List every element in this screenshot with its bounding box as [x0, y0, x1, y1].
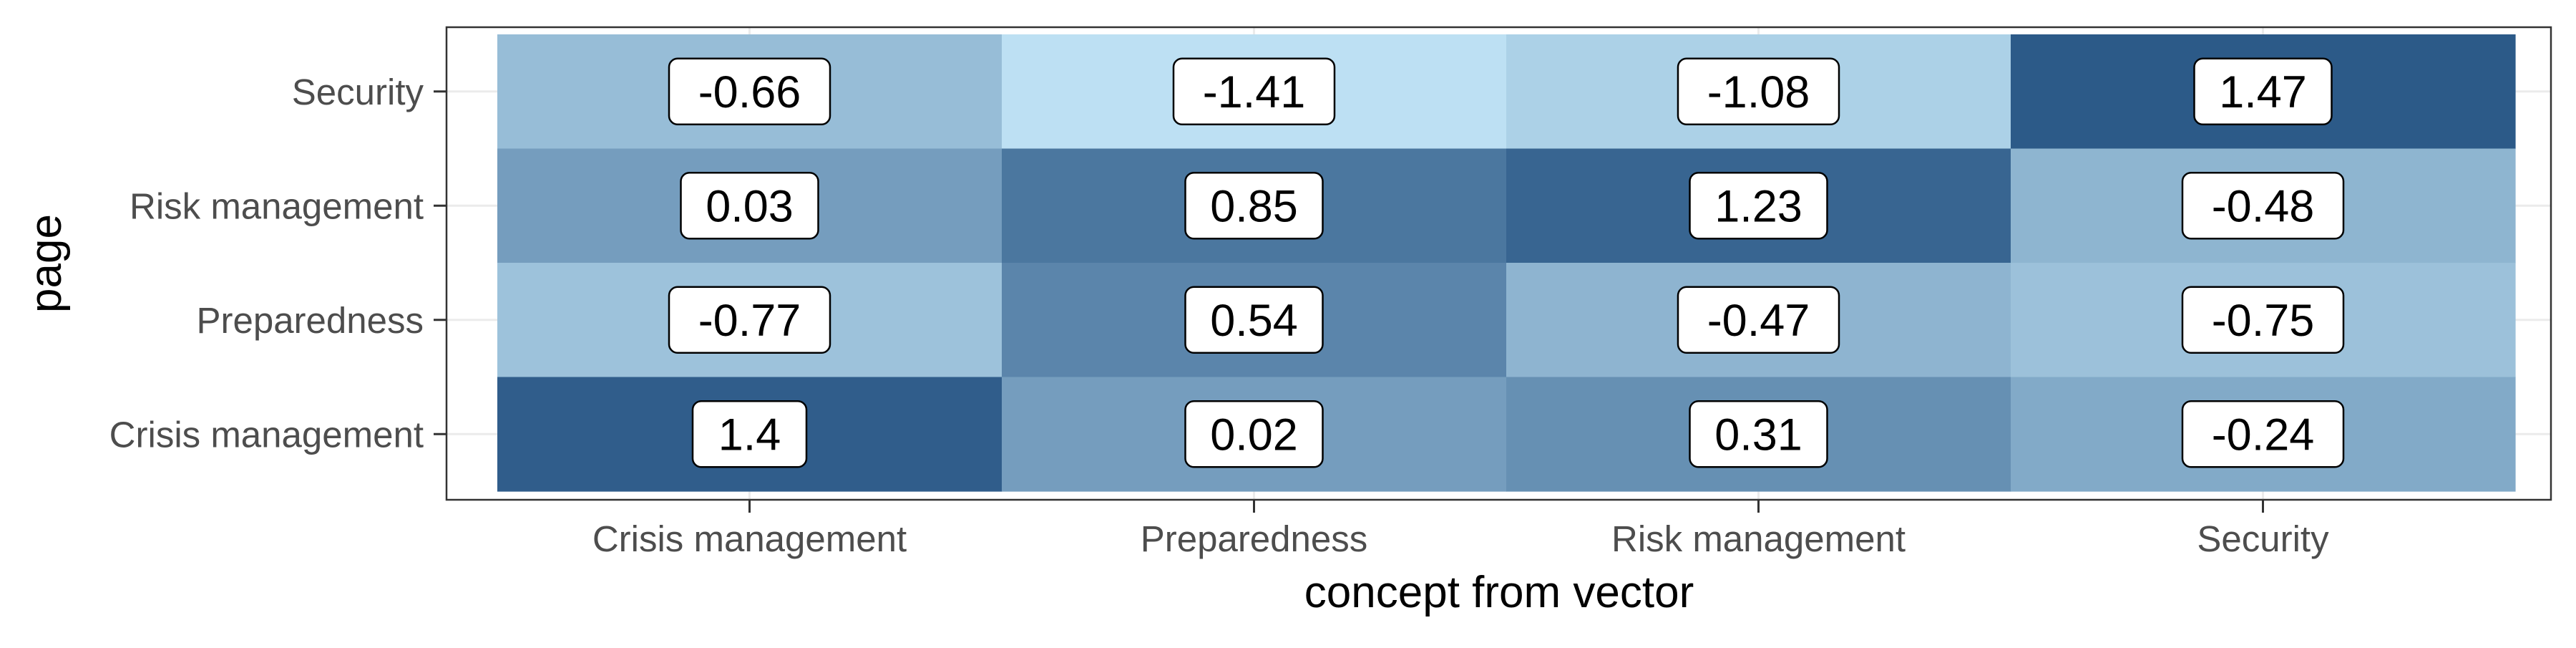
cell-label-box-crisis-management-crisis-management: [691, 400, 808, 468]
x-axis-title: concept from vector: [1304, 568, 1694, 617]
y-tick-label-risk-management: Risk management: [130, 185, 424, 226]
cell-label-box-risk-management-risk-management: [1689, 172, 1828, 240]
y-tick-label-crisis-management: Crisis management: [109, 414, 424, 455]
cell-label-box-crisis-management-risk-management: [1689, 400, 1828, 468]
cell-label-box-security-crisis-management: [668, 57, 831, 125]
cell-value-label-crisis-management-risk-management: 0.31: [1714, 410, 1802, 460]
cell-value-label-preparedness-risk-management: -0.47: [1707, 296, 1810, 346]
cell-label-box-security-security: [2193, 57, 2333, 125]
cell-label-box-crisis-management-preparedness: [1184, 400, 1324, 468]
x-tick-label-risk-management: Risk management: [1611, 518, 1906, 559]
cell-value-label-security-risk-management: -1.08: [1707, 67, 1810, 117]
x-tick-label-preparedness: Preparedness: [1141, 518, 1368, 559]
cell-value-label-risk-management-preparedness: 0.85: [1210, 181, 1298, 231]
cell-value-label-security-preparedness: -1.41: [1203, 67, 1306, 117]
cell-value-label-crisis-management-crisis-management: 1.4: [718, 410, 781, 460]
cell-label-box-preparedness-risk-management: [1677, 286, 1840, 354]
cell-label-box-risk-management-preparedness: [1184, 172, 1324, 240]
cell-label-box-preparedness-security: [2181, 286, 2345, 354]
cell-label-box-security-risk-management: [1677, 57, 1840, 125]
cell-value-label-crisis-management-security: -0.24: [2212, 410, 2315, 460]
y-tick-label-preparedness: Preparedness: [196, 300, 424, 341]
cell-value-label-security-crisis-management: -0.66: [698, 67, 801, 117]
cell-labels-layer: -0.66 -1.41 -1.08 1.47 0.03 0.85 1.23 -0.48 -0.7…: [668, 57, 2345, 468]
cell-value-label-preparedness-security: -0.75: [2212, 296, 2315, 346]
cell-value-label-preparedness-crisis-management: -0.77: [698, 296, 801, 346]
cell-value-label-preparedness-preparedness: 0.54: [1210, 296, 1298, 346]
y-axis-title: page: [21, 214, 71, 313]
cell-value-label-crisis-management-preparedness: 0.02: [1210, 410, 1298, 460]
cell-value-label-risk-management-risk-management: 1.23: [1714, 181, 1802, 231]
cell-label-box-security-preparedness: [1172, 57, 1336, 125]
x-tick-label-security: Security: [2197, 518, 2329, 559]
axes-layer: Crisis management Preparedness Risk manage…: [109, 72, 2329, 559]
cell-value-label-risk-management-crisis-management: 0.03: [706, 181, 794, 231]
cell-value-label-risk-management-security: -0.48: [2212, 181, 2315, 231]
cell-label-box-risk-management-security: [2181, 172, 2345, 240]
y-tick-label-security: Security: [292, 72, 424, 112]
cell-label-box-preparedness-preparedness: [1184, 286, 1324, 354]
panel-border: [445, 26, 2552, 501]
x-tick-label-crisis-management: Crisis management: [592, 518, 907, 559]
cell-label-box-preparedness-crisis-management: [668, 286, 831, 354]
cell-value-label-security-security: 1.47: [2219, 67, 2307, 117]
cell-label-box-crisis-management-security: [2181, 400, 2345, 468]
cell-label-box-risk-management-crisis-management: [680, 172, 819, 240]
